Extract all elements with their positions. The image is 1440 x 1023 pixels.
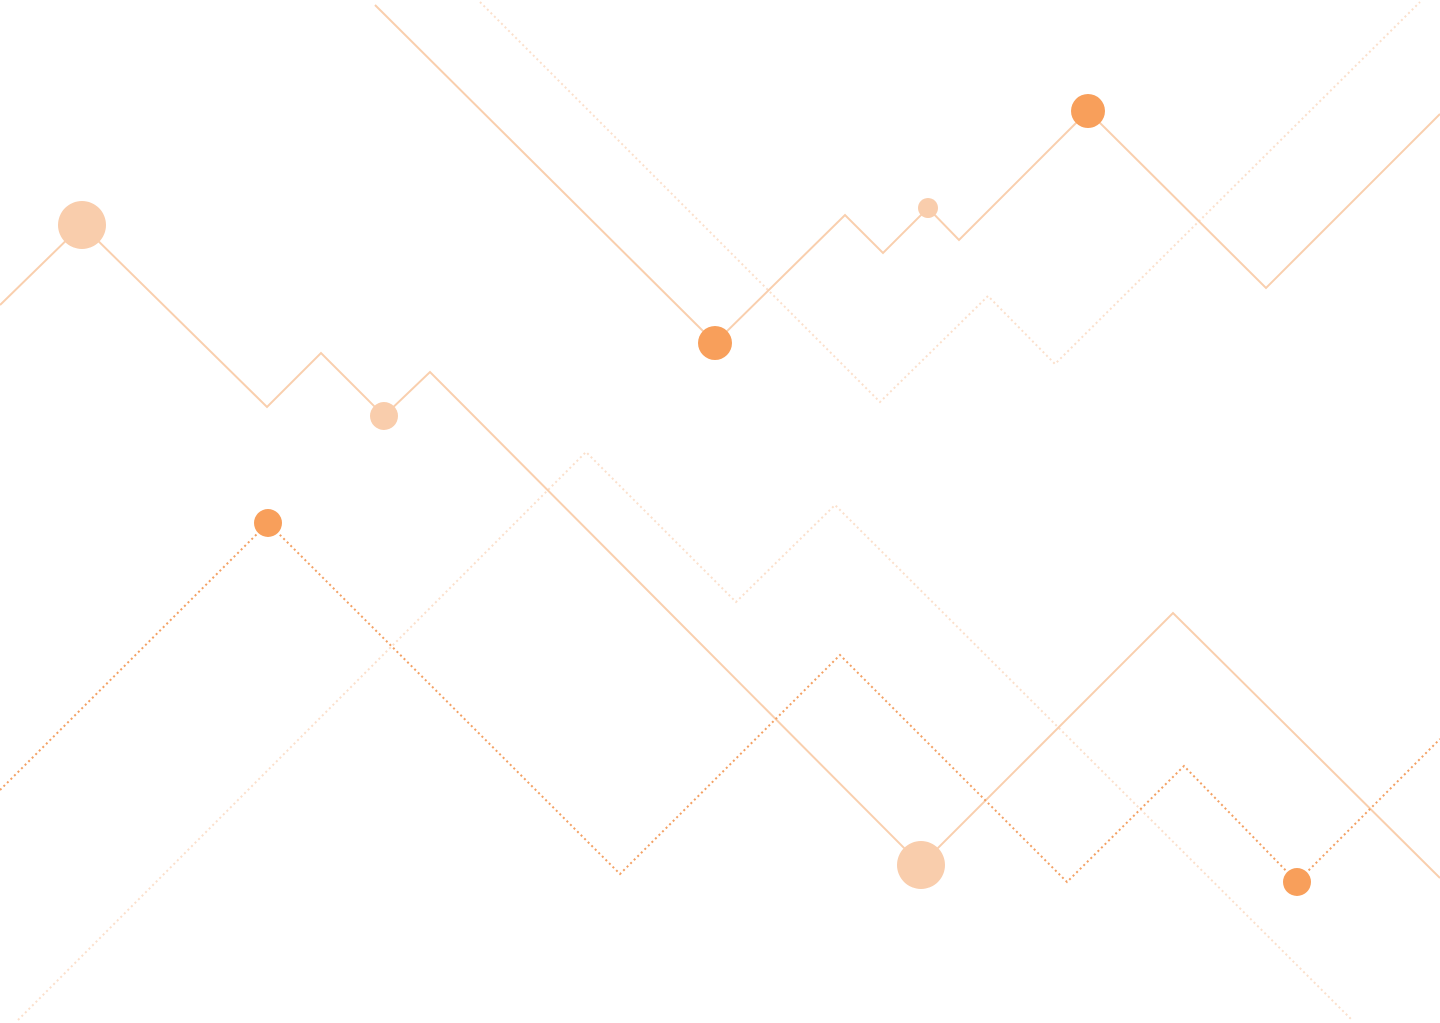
node-dot-small-light: [370, 402, 398, 430]
dotted-zigzag-lower: [0, 521, 1440, 884]
faint-dotted-zigzag-bottom: [17, 450, 1353, 1021]
faint-dotted-zigzag-top: [479, 1, 1421, 404]
node-dot-dark: [1283, 868, 1311, 896]
solid-zigzag-middle: [0, 223, 1440, 879]
node-dot-dark: [254, 509, 282, 537]
node-dot-tiny-light: [918, 198, 938, 218]
node-dot-dark: [698, 326, 732, 360]
node-dot-large-light: [58, 201, 106, 249]
node-dot-dark: [1071, 94, 1105, 128]
node-dot-large-light: [897, 841, 945, 889]
